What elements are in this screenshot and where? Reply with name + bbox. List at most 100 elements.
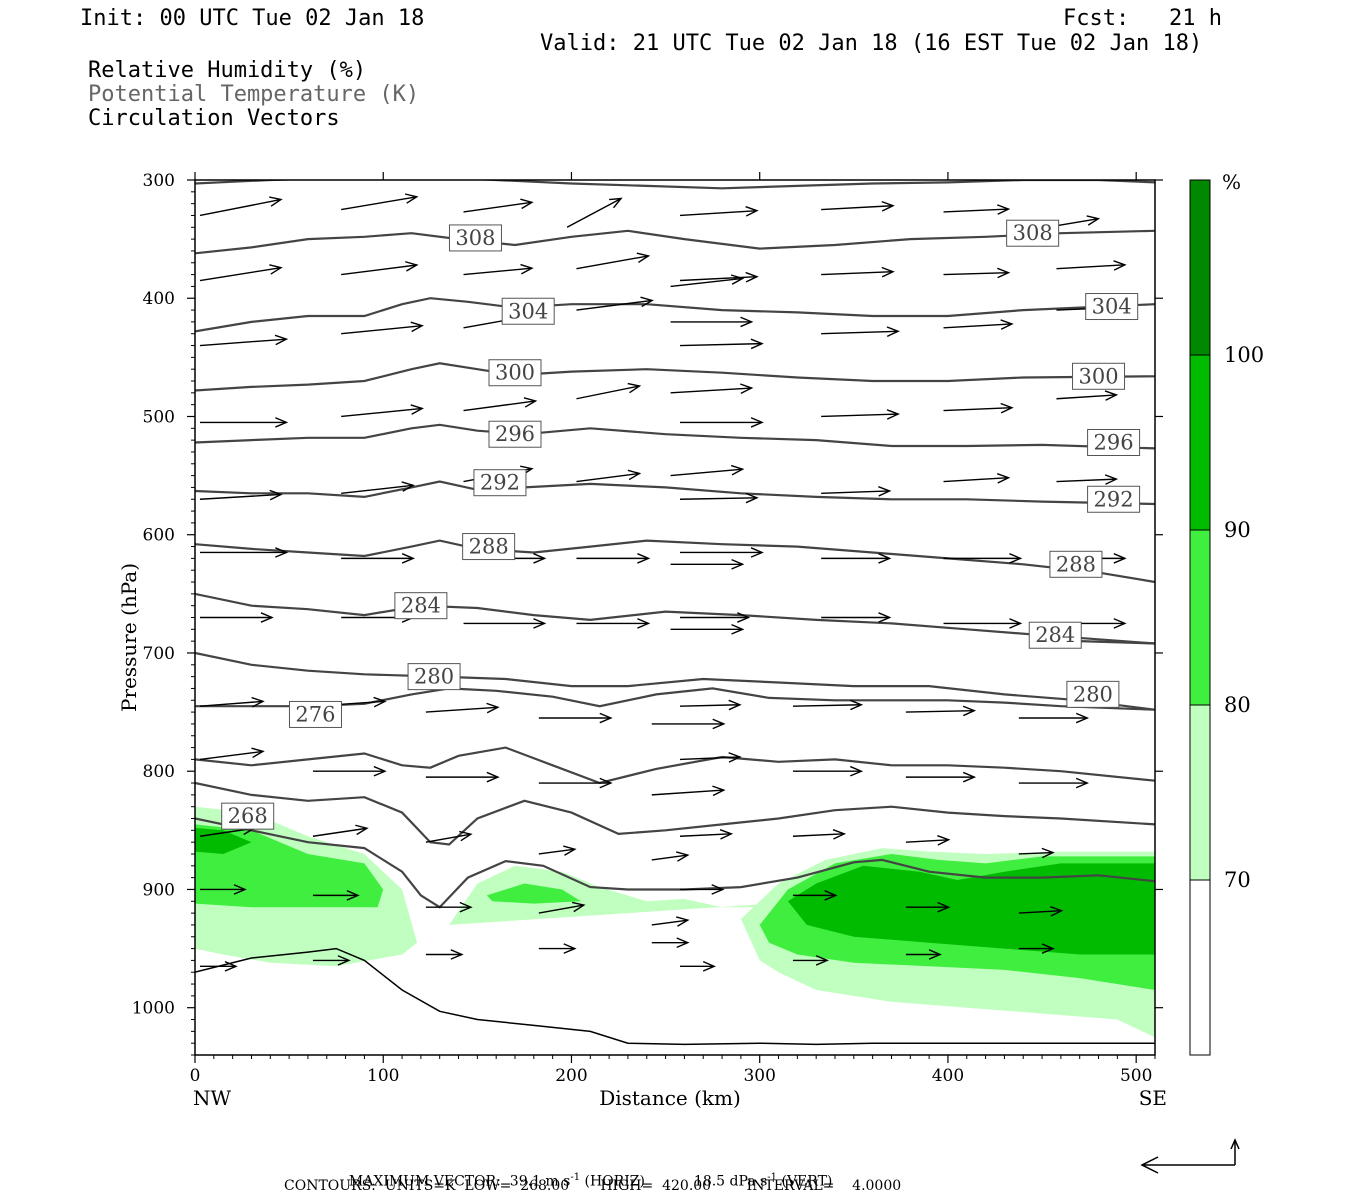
vector-arrow [425, 702, 500, 714]
vector-arrow [425, 830, 473, 843]
vert-max-value: 18.5 dPa s [693, 1173, 768, 1190]
vector-arrow [651, 785, 726, 797]
y-tick-label: 400 [143, 289, 175, 309]
x-tick-label: 200 [555, 1066, 587, 1086]
vector-arrow [1018, 712, 1090, 724]
vector-arrow [821, 553, 892, 564]
colorbar-label: 100 [1224, 343, 1264, 367]
vector-arrow [679, 492, 759, 504]
vector-arrow [943, 204, 1011, 215]
vector-arrow [680, 961, 716, 972]
vector-arrow [943, 553, 1023, 564]
contour-label-288-8: 288 [462, 533, 516, 561]
colorbar-band [1189, 704, 1211, 881]
vector-arrow [341, 321, 424, 335]
vector-arrow [199, 489, 283, 501]
contour-label-box [448, 224, 502, 252]
vector-arrow [1018, 906, 1064, 917]
vector-arrow [538, 777, 613, 789]
colorbar-label: 70 [1224, 868, 1251, 892]
contour-label-text: 304 [508, 299, 548, 323]
vector-arrow [905, 771, 977, 783]
theta-contour-296-11 [195, 423, 1155, 450]
x-end-label-left: NW [193, 1086, 232, 1110]
field-circulation-vectors: Circulation Vectors [88, 106, 340, 131]
vector-arrow [680, 884, 725, 895]
vector-arrow [341, 404, 424, 418]
contour-label-box [1028, 621, 1082, 649]
vector-arrow [463, 397, 538, 412]
vector-arrow [199, 264, 283, 282]
colorbar-band [1189, 354, 1211, 531]
y-tick-label: 1000 [132, 999, 175, 1019]
vector-arrow [341, 481, 415, 495]
vector-arrow [425, 901, 473, 913]
vector-arrow [1056, 260, 1127, 271]
theta-contour-288-7 [195, 539, 1155, 584]
vector-arrow [463, 618, 547, 629]
vector-arrow [576, 382, 642, 400]
contour-label-text: 300 [1078, 364, 1118, 388]
terrain-profile-line [195, 947, 1155, 1046]
x-tick-label: 100 [367, 1066, 399, 1086]
x-axis-title: Distance (km) [599, 1086, 741, 1110]
vector-arrow [576, 296, 654, 311]
contour-label-box [473, 469, 527, 497]
vector-arrow [680, 612, 751, 623]
vector-arrow [670, 624, 745, 635]
vector-arrow [792, 890, 838, 901]
vector-arrow [566, 197, 623, 228]
contour-label-280-4: 280 [407, 663, 461, 691]
axes: 300 400 500 600 700 800 900 1000 0 100 200 300 400 50… [117, 171, 1167, 1110]
vector-arrow [463, 263, 534, 276]
contour-label-308-18: 308 [448, 224, 502, 252]
vector-arrow [425, 949, 464, 960]
vector-arrow [905, 901, 951, 913]
vector-arrow [670, 464, 745, 477]
vector-arrow [679, 271, 759, 283]
contour-label-text: 296 [495, 422, 535, 446]
contour-label-box [1049, 550, 1103, 578]
vector-arrow [199, 196, 283, 217]
contour-label-text: 308 [1013, 221, 1053, 245]
vector-arrow [680, 417, 764, 428]
contour-label-box [288, 700, 342, 728]
theta-contour-308-17 [195, 229, 1155, 255]
theta-contour-284-6 [1079, 640, 1155, 645]
vector-arrow [943, 319, 1014, 330]
y-tick-label: 600 [143, 526, 175, 546]
vector-arrow [425, 771, 500, 783]
contour-label-text: 308 [455, 226, 495, 250]
contour-label-text: 268 [228, 804, 268, 828]
rh-region-90-7 [787, 863, 1155, 955]
vector-arrow [200, 612, 274, 623]
vector-arrow [341, 193, 419, 211]
x-tick-label: 0 [190, 1066, 201, 1086]
vector-arrow [821, 326, 900, 337]
theta-contour-280-4 [195, 651, 1155, 711]
contour-label-284-5: 284 [1028, 621, 1082, 649]
contour-labels: 268 276 280 280 284 284 288 288 292 292 296 296 300 3… [221, 219, 1141, 830]
horiz-max-value: 39.1 m s [509, 1173, 571, 1190]
x-tick-label: 300 [743, 1066, 775, 1086]
contour-label-text: 296 [1094, 431, 1134, 455]
vector-arrow [821, 200, 895, 212]
vector-arrow [1056, 390, 1119, 401]
vector-arrow [670, 558, 745, 570]
vector-arrow [199, 334, 289, 347]
vector-arrow [1018, 847, 1055, 859]
colorbar-label: 90 [1224, 518, 1251, 542]
vector-arrow [651, 937, 690, 948]
vert-tag: (VERT) [781, 1173, 833, 1190]
contour-label-box [1072, 362, 1126, 390]
contour-label-300-13: 300 [1072, 362, 1126, 390]
vector-arrow [651, 851, 690, 862]
vector-arrow [821, 612, 892, 623]
vector-arrow [1056, 474, 1119, 485]
vector-arrow [312, 890, 360, 901]
contour-label-text: 288 [1056, 552, 1096, 576]
colorbar-band [1189, 879, 1211, 1056]
contour-label-box [1066, 680, 1120, 708]
vector-arrow [679, 699, 742, 711]
